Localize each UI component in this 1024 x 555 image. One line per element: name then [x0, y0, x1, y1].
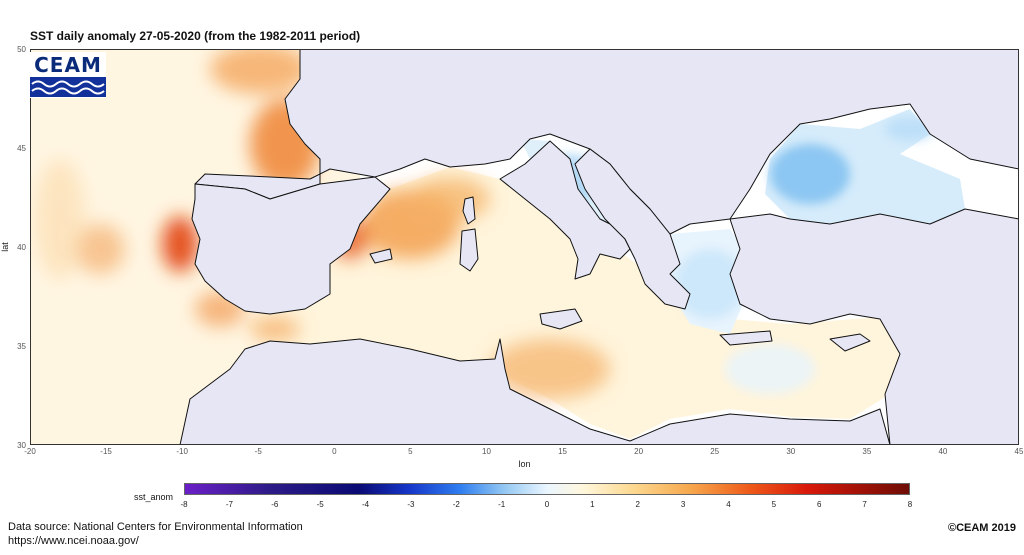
land-crete	[719, 330, 773, 346]
land-corsica	[462, 196, 476, 225]
legend-tick-label: -5	[316, 500, 324, 509]
legend-tick-label: 4	[726, 500, 731, 509]
x-tick-label: 5	[408, 447, 413, 456]
y-tick-label: 45	[17, 144, 26, 153]
x-tick-label: -10	[176, 447, 188, 456]
x-tick-label: 30	[786, 447, 795, 456]
y-tick-label: 30	[17, 441, 26, 450]
legend-tick-label: -4	[361, 500, 370, 509]
legend-tick-label: 6	[817, 500, 822, 509]
x-tick-label: 45	[1015, 447, 1024, 456]
legend-tick-label: -1	[498, 500, 506, 509]
x-tick-label: -5	[255, 447, 263, 456]
ceam-logo: CEAM	[30, 52, 106, 98]
copyright: ©CEAM 2019	[947, 522, 1016, 534]
x-tick-label: 20	[634, 447, 643, 456]
legend-tick-label: 0	[544, 500, 550, 509]
sst-anomaly-map: -20 -15 -10 -5 0 5 10 15 20 25 30 35 40 45 lon 50 45 40 3…	[0, 45, 1024, 469]
x-tick-label: 35	[862, 447, 871, 456]
data-source-url[interactable]: https://www.ncei.noaa.gov/	[8, 535, 139, 547]
legend-tick-label: 5	[771, 500, 777, 509]
land-sicily	[539, 308, 583, 330]
legend-tick-label: 1	[590, 500, 595, 509]
x-tick-label: -20	[24, 447, 36, 456]
x-tick-label: 15	[558, 447, 567, 456]
legend-tick-label: -7	[225, 500, 233, 509]
legend-tick-label: -6	[271, 500, 279, 509]
map-svg: -20 -15 -10 -5 0 5 10 15 20 25 30 35 40 45 lon 50 45 40 3…	[0, 45, 1024, 469]
x-tick-label: 40	[938, 447, 947, 456]
y-tick-label: 40	[17, 243, 26, 252]
x-tick-label: -15	[100, 447, 112, 456]
y-tick-label: 35	[17, 342, 26, 351]
legend-ticks: -8 -7 -6 -5 -4 -3 -2 -1 0 1 2 3 4 5 6 7 8	[180, 500, 913, 512]
x-axis-title: lon	[518, 459, 530, 469]
legend-tick-label: -8	[180, 500, 188, 509]
legend-colorbar	[184, 483, 910, 495]
data-source: Data source: National Centers for Enviro…	[8, 520, 303, 548]
land-italy	[499, 140, 631, 280]
warm-anomaly-layer	[35, 49, 610, 399]
land-balkans	[574, 148, 691, 310]
legend-tick-label: -3	[407, 500, 415, 509]
legend-tick-label: -2	[452, 500, 460, 509]
land-anatolia	[729, 208, 1019, 445]
legend-label: sst_anom	[134, 492, 174, 502]
legend-tick-label: 3	[680, 500, 686, 509]
x-tick-label: 25	[710, 447, 719, 456]
legend-tick-label: 7	[862, 500, 867, 509]
legend-tick-label: 2	[635, 500, 640, 509]
legend-tick-label: 8	[907, 500, 913, 509]
y-axis-title: lat	[0, 242, 10, 252]
land-north-africa	[179, 338, 891, 445]
x-tick-label: 10	[482, 447, 491, 456]
y-axis: 50 45 40 35 30 lat	[0, 45, 27, 450]
land-sardinia	[459, 228, 479, 272]
x-axis: -20 -15 -10 -5 0 5 10 15 20 25 30 35 40 45 lon	[24, 447, 1024, 469]
land-iberia	[191, 176, 391, 315]
logo-text: CEAM	[34, 53, 102, 77]
land-cyprus	[829, 333, 871, 352]
land-balearic	[369, 248, 393, 264]
data-source-line1: Data source: National Centers for Enviro…	[8, 521, 303, 533]
map-title: SST daily anomaly 27-05-2020 (from the 1…	[30, 29, 361, 43]
y-tick-label: 50	[17, 45, 26, 54]
land-masses	[179, 49, 1019, 445]
logo-wave-band	[30, 77, 106, 97]
x-tick-label: 0	[332, 447, 337, 456]
